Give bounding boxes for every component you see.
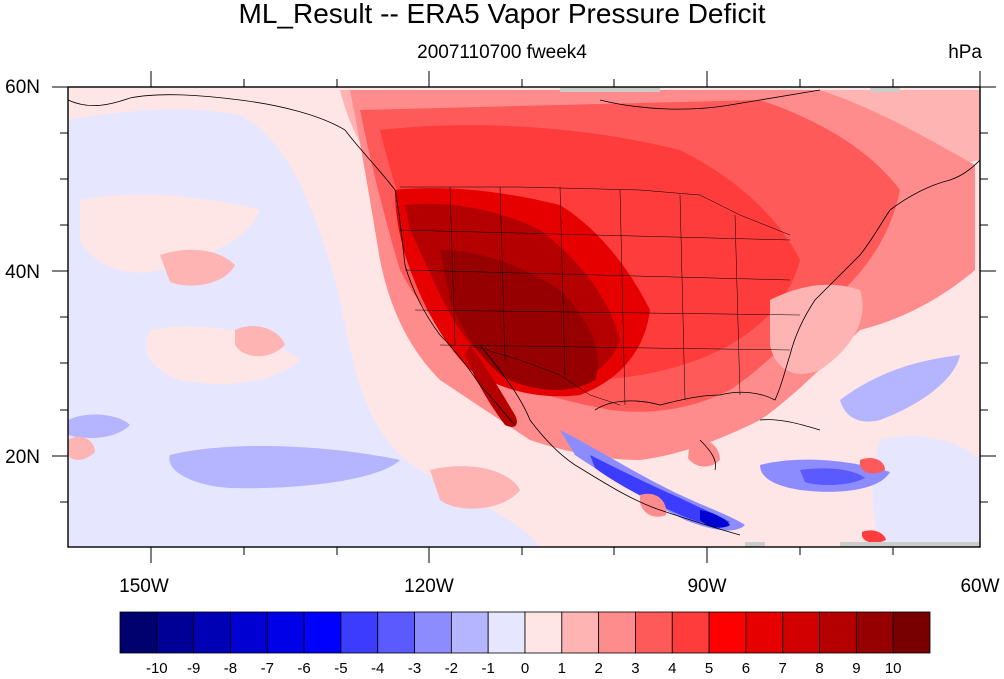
coast-gulf <box>594 354 791 411</box>
colorbar-swatch <box>450 611 489 654</box>
lon-label-150w: 150W <box>119 576 169 597</box>
colorbar-swatch <box>119 611 158 654</box>
lat-label-40n: 40N <box>5 262 40 283</box>
colorbar-tick-label: 0 <box>521 660 529 677</box>
colorbar: -10 -9 -8 -7 -6 -5 -4 -3 -2 -1 0 1 2 3 4 5 6 7 8 9 10 <box>119 611 931 677</box>
colorbar-swatch <box>377 611 415 654</box>
field-red-baja <box>465 345 517 427</box>
coast-alaska <box>68 94 346 131</box>
lon-label-90w: 90W <box>687 576 726 597</box>
lon-label-120w: 120W <box>404 576 454 597</box>
colorbar-swatch <box>561 611 600 654</box>
field-blue-pacific-2 <box>169 445 400 489</box>
colorbar-swatch <box>414 611 452 654</box>
field-pink-pacific-1 <box>80 194 260 273</box>
colorbar-tick-label: 1 <box>558 660 566 677</box>
field-pink-carib <box>640 493 667 517</box>
colorbar-swatch <box>671 611 710 654</box>
field-pink-pacific-5 <box>68 436 95 460</box>
colorbar-tick-label: -4 <box>371 660 384 677</box>
field-pink-east <box>770 284 863 374</box>
colorbar-tick-label: 6 <box>742 660 750 677</box>
field-pink-pacific-4 <box>235 325 285 357</box>
field-blue-atlantic-1 <box>840 355 960 422</box>
colorbar-tick-label: -2 <box>445 660 458 677</box>
colorbar-tick-label: -8 <box>224 660 237 677</box>
colorbar-swatch <box>193 611 231 654</box>
coast-hudson <box>599 89 821 110</box>
field-red-gulf <box>688 438 720 467</box>
nodata-strip-bottom-2 <box>745 542 765 547</box>
colorbar-tick-label: -1 <box>482 660 495 677</box>
units-label: hPa <box>948 42 982 63</box>
colorbar-tick-label: -6 <box>297 660 310 677</box>
coast-canada-east <box>889 159 980 211</box>
field-blue-pacific-3 <box>68 414 130 438</box>
field-red-southwest <box>440 250 599 390</box>
coastlines <box>68 89 980 536</box>
field-blue-mexico-2 <box>590 455 730 525</box>
lat-label-60n: 60N <box>5 77 40 98</box>
field-pink-pacific-3 <box>160 249 235 286</box>
colorbar-swatch <box>782 611 820 654</box>
colorbar-tick-label: -9 <box>187 660 200 677</box>
colorbar-swatch <box>708 611 747 654</box>
coast-yucatan <box>699 439 717 471</box>
colorbar-tick-label: -10 <box>146 660 168 677</box>
colorbar-swatch <box>598 611 636 654</box>
field-red-carib-2 <box>862 530 886 543</box>
coast-baja-east <box>479 344 741 536</box>
colorbar-tick-label: 4 <box>668 660 676 677</box>
colorbar-swatch <box>745 611 784 654</box>
colorbar-tick-label: 2 <box>594 660 602 677</box>
nodata-strip-bottom <box>840 542 980 547</box>
field-blue-caribbean-2 <box>800 468 865 486</box>
colorbar-swatch <box>266 611 305 654</box>
coast-west <box>344 129 516 426</box>
colorbar-swatch <box>524 611 563 654</box>
lat-label-20n: 20N <box>5 447 40 468</box>
colorbar-tick-label: -5 <box>334 660 347 677</box>
coast-east <box>789 209 891 356</box>
colorbar-swatch <box>230 611 268 654</box>
colorbar-tick-label: 5 <box>705 660 713 677</box>
chart-subtitle: 2007110700 fweek4 <box>417 42 587 63</box>
colorbar-tick-label: -3 <box>408 660 421 677</box>
nodata-strip-top <box>560 87 660 92</box>
vpd-field <box>68 87 980 547</box>
nodata-strip-top-right <box>870 87 900 92</box>
colorbar-swatch <box>635 611 673 654</box>
state-boundaries <box>399 186 801 406</box>
colorbar-tick-label: -7 <box>261 660 274 677</box>
coast-cuba <box>759 419 821 431</box>
colorbar-tick-label: 8 <box>815 660 823 677</box>
colorbar-swatch <box>487 611 526 654</box>
field-blue-atlantic-2 <box>872 436 980 547</box>
colorbar-swatch <box>303 611 342 654</box>
lon-label-60w: 60W <box>960 576 999 597</box>
field-pink-pacific-6 <box>430 466 520 509</box>
field-blue-mexico-1 <box>560 430 745 531</box>
field-blue-mexico-3 <box>700 510 730 528</box>
colorbar-swatch <box>892 611 931 654</box>
colorbar-tick-label: 3 <box>631 660 639 677</box>
border-us-mexico <box>469 344 621 406</box>
colorbar-swatch <box>819 611 857 654</box>
colorbar-swatch <box>156 611 195 654</box>
colorbar-tick-label: 7 <box>779 660 787 677</box>
colorbar-swatch <box>855 611 894 654</box>
chart-title: ML_Result -- ERA5 Vapor Pressure Deficit <box>238 0 766 29</box>
colorbar-tick-label: 9 <box>852 660 860 677</box>
colorbar-swatch <box>340 611 379 654</box>
field-red-carib-1 <box>860 458 885 474</box>
colorbar-tick-label: 10 <box>885 660 902 677</box>
map-ticks <box>52 71 996 563</box>
